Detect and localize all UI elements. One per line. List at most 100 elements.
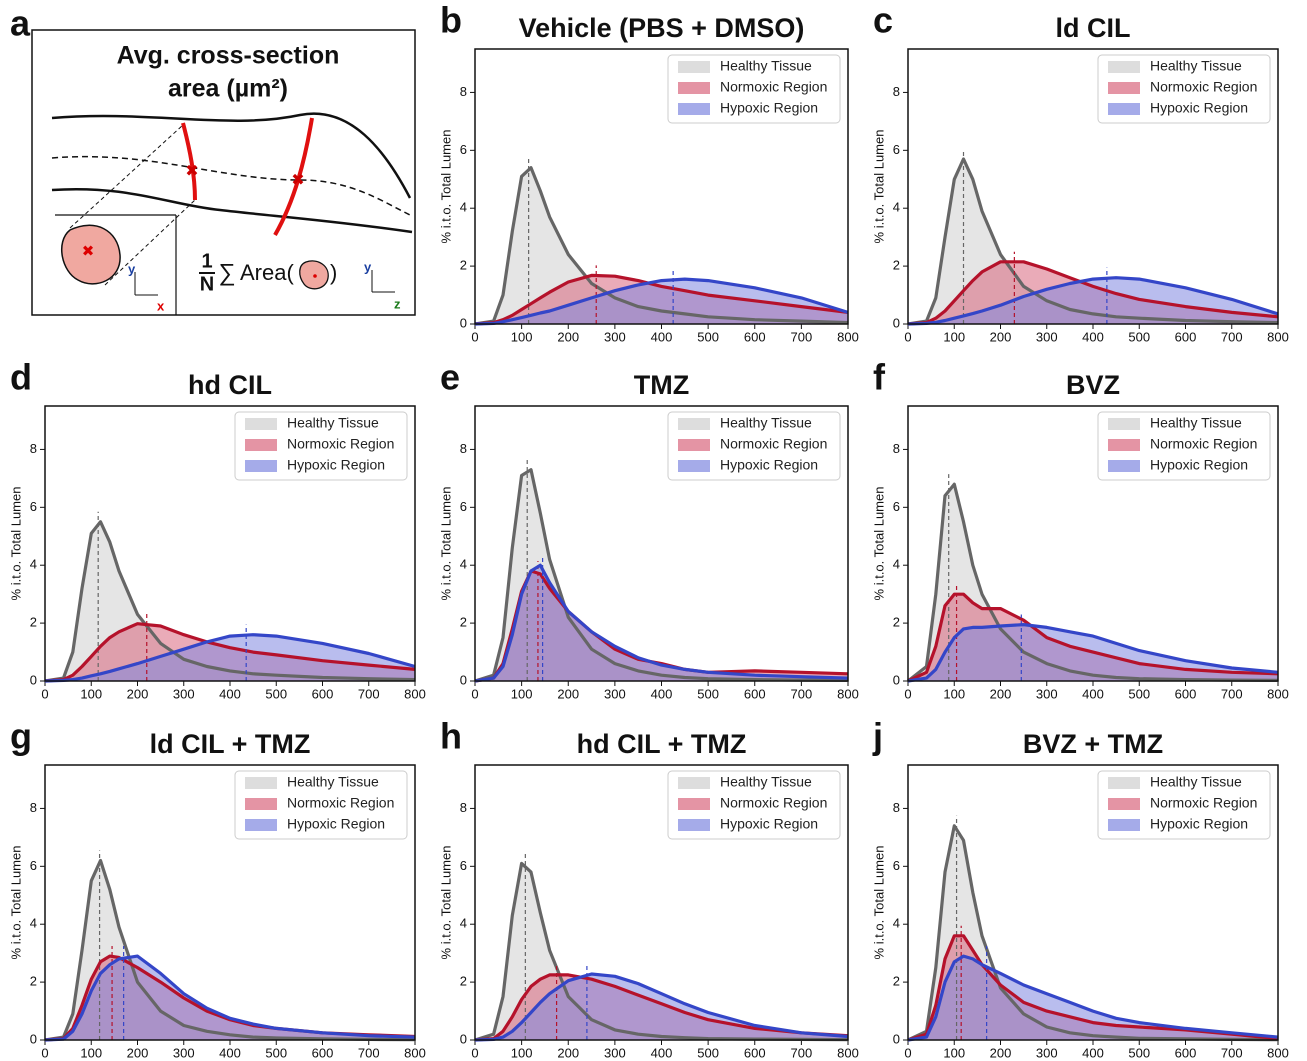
area [908, 956, 1278, 1040]
x-tick-label: 400 [1082, 1045, 1104, 1060]
x-tick-label: 300 [1036, 329, 1058, 344]
y-tick-label: 6 [30, 858, 37, 873]
x-tick-label: 0 [471, 329, 478, 344]
x-tick-label: 400 [219, 686, 241, 701]
chart-title: BVZ + TMZ [1023, 729, 1163, 759]
x-tick-label: 200 [127, 686, 149, 701]
legend-label: Hypoxic Region [287, 457, 385, 473]
x-tick-label: 600 [744, 1045, 766, 1060]
legend-swatch [678, 439, 710, 451]
x-tick-label: 800 [404, 1045, 426, 1060]
plot-frame [907, 405, 1279, 682]
y-axis-label: % i.t.o. Total Lumen [8, 487, 23, 601]
legend-swatch [245, 777, 277, 789]
line [44, 520, 416, 683]
x-tick-label: 100 [511, 1045, 533, 1060]
y-axis-label: % i.t.o. Total Lumen [871, 487, 886, 601]
formula-denominator: N [200, 273, 214, 295]
x-tick-label: 400 [1082, 329, 1104, 344]
y-tick-label: 0 [893, 315, 900, 330]
legend-label: Hypoxic Region [1150, 816, 1248, 832]
area [45, 956, 415, 1040]
line [907, 260, 1279, 326]
chart-panel: d hd CIL % i.t.o. Total Lumen 0 2 4 6 8 0 100 200 3… [8, 357, 425, 702]
x-tick-label: 200 [557, 329, 579, 344]
legend-label: Normoxic Region [1150, 79, 1257, 95]
formula-text: Area( [240, 260, 294, 285]
diagram-title: Avg. cross-section [117, 42, 340, 70]
legend-label: Normoxic Region [720, 795, 827, 811]
y-tick-label: 6 [30, 499, 37, 514]
y-tick-label: 8 [460, 441, 467, 456]
legend-label: Healthy Tissue [720, 415, 812, 431]
x-tick-label: 600 [744, 686, 766, 701]
y-tick-label: 6 [893, 858, 900, 873]
legend-label: Healthy Tissue [287, 774, 379, 790]
panel-label: j [872, 716, 883, 757]
formula: 1 N ∑ Area( ) [199, 250, 337, 295]
chart-title: hd CIL + TMZ [577, 729, 747, 759]
y-tick-label: 2 [460, 258, 467, 273]
chart-title: TMZ [634, 370, 689, 400]
legend-swatch [1108, 418, 1140, 430]
x-tick-label: 300 [173, 686, 195, 701]
legend-swatch [245, 819, 277, 831]
legend-box [234, 411, 408, 481]
chart-title: hd CIL [188, 370, 272, 400]
y-tick-label: 2 [30, 974, 37, 989]
legend-swatch [678, 460, 710, 472]
x-tick-label: 300 [173, 1045, 195, 1060]
x-tick-label: 800 [837, 329, 859, 344]
panel-label: h [440, 716, 462, 757]
x-tick-label: 300 [604, 686, 626, 701]
legend-box [1097, 54, 1271, 124]
plot-frame [44, 405, 416, 682]
legend: Healthy Tissue Normoxic Region Hypoxic Reg… [667, 54, 841, 124]
inset-line [104, 199, 196, 286]
x-tick-label: 700 [791, 329, 813, 344]
legend-label: Normoxic Region [1150, 795, 1257, 811]
chart-title: Vehicle (PBS + DMSO) [519, 13, 805, 43]
x-tick-label: 700 [791, 686, 813, 701]
legend-swatch [678, 103, 710, 115]
x-tick-label: 700 [1221, 329, 1243, 344]
x-tick-label: 700 [358, 686, 380, 701]
y-tick-label: 0 [460, 315, 467, 330]
line [474, 563, 849, 683]
legend-label: Normoxic Region [287, 436, 394, 452]
x-tick-label: 100 [943, 329, 965, 344]
legend-swatch [1108, 61, 1140, 73]
line [474, 861, 849, 1042]
panel-label: c [873, 0, 893, 41]
x-tick-label: 100 [511, 686, 533, 701]
line [474, 277, 849, 326]
legend: Healthy Tissue Normoxic Region Hypoxic Reg… [234, 770, 408, 840]
x-tick-label: 400 [219, 1045, 241, 1060]
y-axis-label: % i.t.o. Total Lumen [438, 130, 453, 244]
legend-swatch [1108, 82, 1140, 94]
legend-label: Healthy Tissue [1150, 774, 1242, 790]
area [475, 974, 848, 1040]
legend-label: Hypoxic Region [720, 100, 818, 116]
legend: Healthy Tissue Normoxic Region Hypoxic Reg… [1097, 54, 1271, 124]
line [907, 954, 1279, 1042]
diagram-panel: a Avg. cross-section area (µm²) ✖ ✖ ✖ y … [10, 3, 416, 316]
legend-label: Normoxic Region [1150, 436, 1257, 452]
y-tick-label: 0 [460, 1031, 467, 1046]
legend-swatch [245, 798, 277, 810]
legend-swatch [678, 61, 710, 73]
axes-icon: y z [364, 259, 401, 311]
x-tick-label: 200 [127, 1045, 149, 1060]
vessel-wall [51, 112, 412, 199]
legend-label: Hypoxic Region [1150, 457, 1248, 473]
y-tick-label: 4 [893, 916, 900, 931]
area [45, 634, 415, 681]
legend-label: Normoxic Region [720, 79, 827, 95]
y-axis-label: % i.t.o. Total Lumen [871, 846, 886, 960]
x-tick-label: 100 [943, 1045, 965, 1060]
line [907, 934, 1279, 1042]
chart-panel: h hd CIL + TMZ % i.t.o. Total Lumen 0 2 4 6 8 0 1… [438, 716, 858, 1061]
cross-section [181, 122, 197, 201]
axes-icon: y x [128, 261, 165, 313]
